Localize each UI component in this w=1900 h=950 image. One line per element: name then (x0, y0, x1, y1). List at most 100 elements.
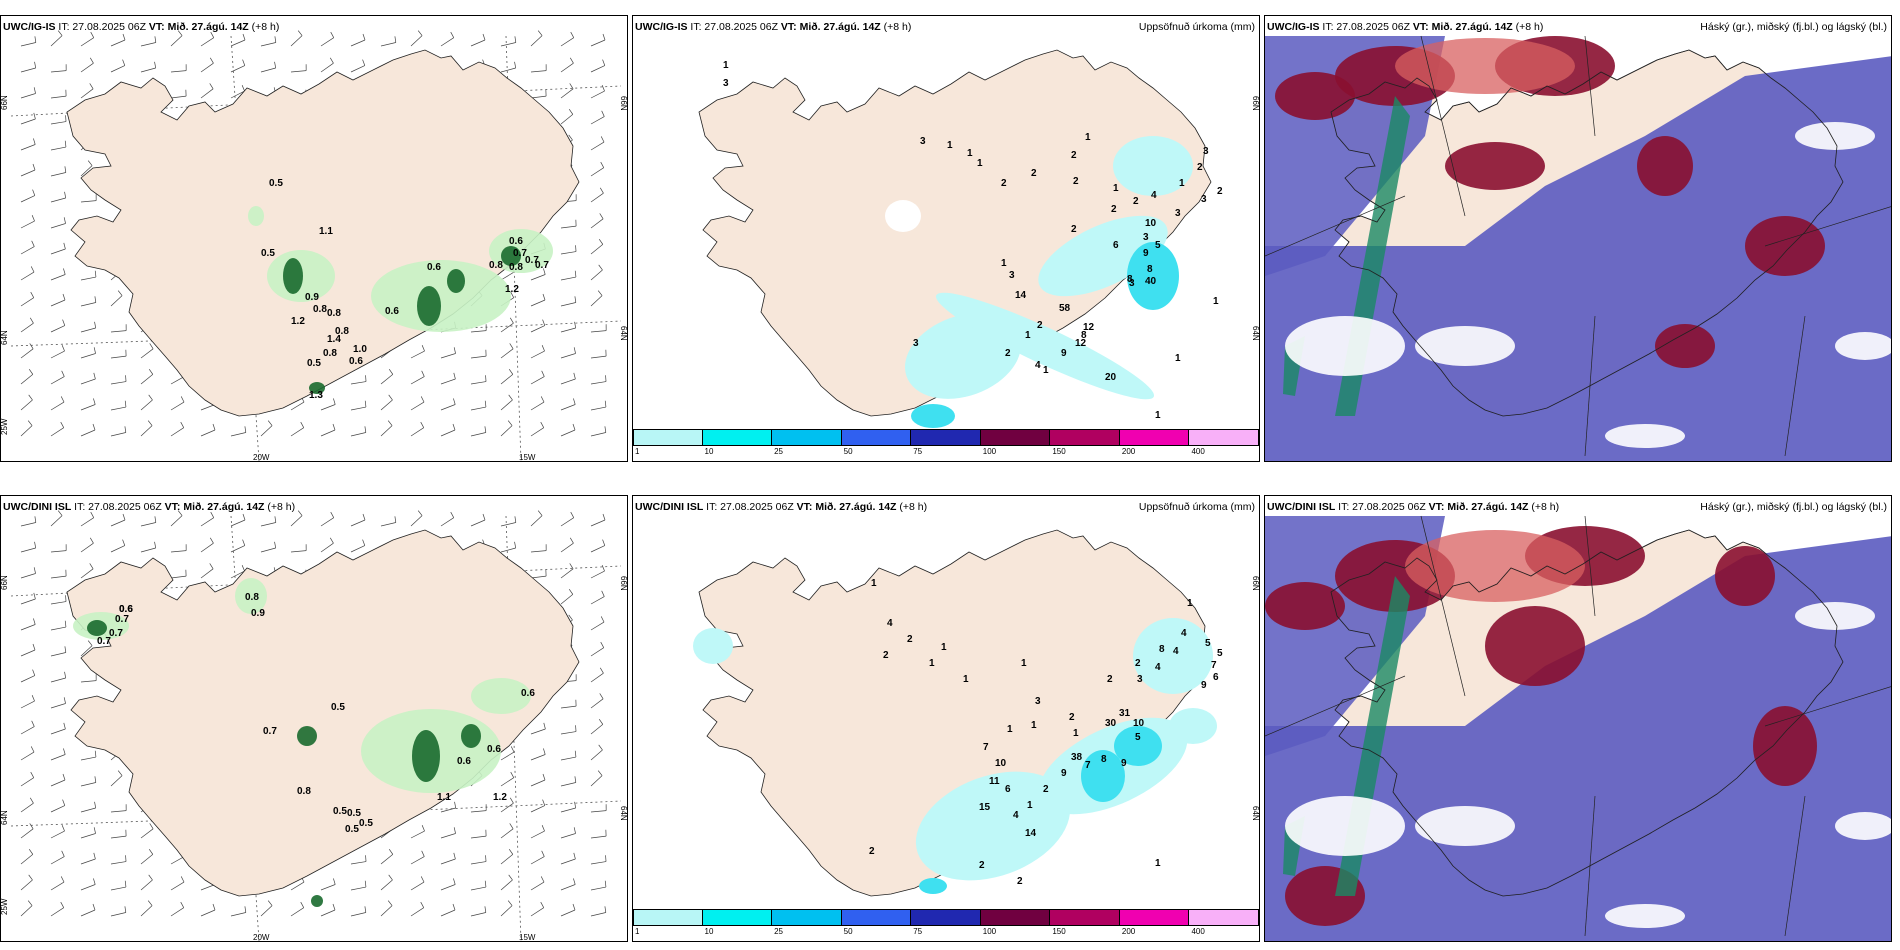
value-label: 0.8 (489, 260, 503, 271)
value-label: 31 (1119, 708, 1131, 719)
wind-barb (20, 516, 37, 527)
wind-barb (440, 801, 457, 813)
wind-barb (350, 539, 366, 553)
wind-barb (590, 590, 605, 605)
value-label: 0.6 (427, 262, 441, 273)
wind-barb (230, 59, 246, 73)
value-label: 4 (887, 618, 893, 629)
wind-barb (200, 537, 214, 553)
value-label: 0.7 (535, 260, 549, 271)
wind-barb (320, 398, 336, 411)
panel-title: Uppsöfnuð úrkoma (mm) (1138, 501, 1255, 513)
wind-barb (20, 746, 35, 761)
map-wind-igis: 0.51.10.50.90.8 0.81.20.81.41.00.80.5 0.61… (1, 30, 628, 461)
lat-tick-right-64n: 64N (1251, 326, 1260, 341)
wind-barb (50, 370, 65, 385)
colorbar-frame (633, 909, 1259, 926)
wind-barb (470, 349, 487, 359)
wind-barb (500, 874, 513, 891)
value-label: 0.7 (263, 726, 277, 737)
colorbar-cell (772, 429, 842, 446)
value-label: 0.8 (245, 592, 259, 603)
wind-barb (170, 30, 183, 47)
wind-barb (50, 901, 65, 917)
wind-barb (50, 620, 67, 631)
wind-barb (560, 108, 574, 125)
grid-line (1584, 795, 1596, 937)
value-label: 1 (1213, 296, 1219, 307)
wind-barb (530, 421, 545, 437)
wind-barb (470, 426, 487, 437)
lat-tick-right-66n: 66N (619, 96, 628, 111)
precip-area (919, 878, 947, 894)
value-label: 8 (1127, 274, 1133, 285)
wind-barb (530, 510, 543, 527)
value-label: 0.9 (305, 292, 319, 303)
wind-barb (470, 375, 487, 385)
value-label: 8 (1147, 264, 1153, 275)
wind-barb (230, 565, 245, 579)
wind-barb (20, 394, 33, 411)
grid-line (1584, 315, 1596, 457)
value-label: 7 (1085, 760, 1091, 771)
value-label: 3 (1175, 208, 1181, 219)
wind-barb (530, 799, 546, 813)
value-label: 0.5 (359, 818, 373, 829)
wind-barb (50, 293, 66, 307)
wind-barb (20, 874, 33, 891)
wind-barb (500, 823, 514, 839)
colorbar-label: 100 (982, 447, 997, 456)
panel-header: UWC/IG-IS IT: 27.08.2025 06Z VT: Mið. 27… (1267, 21, 1543, 33)
wind-barb (50, 722, 66, 735)
wind-barb (560, 423, 576, 437)
clear-area (1415, 806, 1515, 846)
panel-precip-igis: 1 3 3 1 1 1 2 2 2 1 2 1 3 2 1 2 3 3 2 2 4 2 10 3 6 9 8 5 3 40 8 14 58 3 1 1… (632, 15, 1260, 462)
value-label: 1 (963, 674, 969, 685)
colorbar-label: 10 (704, 447, 714, 456)
wind-barb (50, 421, 65, 437)
init-time: IT: 27.08.2025 06Z (1322, 21, 1410, 33)
wind-barb (50, 850, 65, 865)
wind-barb (380, 420, 393, 437)
wind-barb (410, 876, 425, 891)
value-label: 7 (983, 742, 989, 753)
wind-barb (80, 347, 96, 359)
valid-time: Mið. 27.ágú. 14Z (799, 21, 881, 33)
lead-time: (+8 h) (251, 21, 280, 33)
value-label: 15 (979, 802, 991, 813)
wind-barb (530, 370, 545, 385)
gust-area (248, 206, 264, 226)
wind-barb (350, 906, 367, 917)
wind-barb (560, 270, 577, 281)
clear-area (1795, 602, 1875, 630)
init-time: IT: 27.08.2025 06Z (706, 501, 794, 513)
colorbar-cell (911, 429, 981, 446)
wind-barb (530, 396, 545, 411)
lat-tick-64n: 64N (1, 330, 9, 345)
wind-barb (590, 513, 606, 527)
grid-line (1420, 515, 1466, 697)
value-label: 0.8 (323, 348, 337, 359)
wind-barb (470, 324, 487, 333)
wind-barb (80, 160, 93, 177)
value-label: 1 (1025, 330, 1031, 341)
lon-tick-20w: 20W (253, 933, 270, 942)
wind-barb (20, 163, 36, 177)
wind-barb (170, 396, 185, 411)
clear-area (1835, 332, 1891, 360)
low-cloud (1745, 216, 1825, 276)
value-label: 2 (883, 650, 889, 661)
valid-label: VT: (1412, 21, 1429, 33)
value-label: 0.5 (307, 358, 321, 369)
iceland-outline (1330, 529, 1844, 897)
precip-area (693, 628, 733, 664)
colorbar-label: 25 (774, 447, 784, 456)
wind-barb (410, 345, 425, 359)
wind-barb (140, 823, 154, 839)
wind-barb (500, 797, 514, 813)
value-label: 8 (1081, 330, 1087, 341)
precip-area (1114, 726, 1162, 766)
value-label: 9 (1121, 758, 1127, 769)
grid-line (1584, 515, 1596, 617)
map-clouds-igis (1265, 16, 1891, 461)
